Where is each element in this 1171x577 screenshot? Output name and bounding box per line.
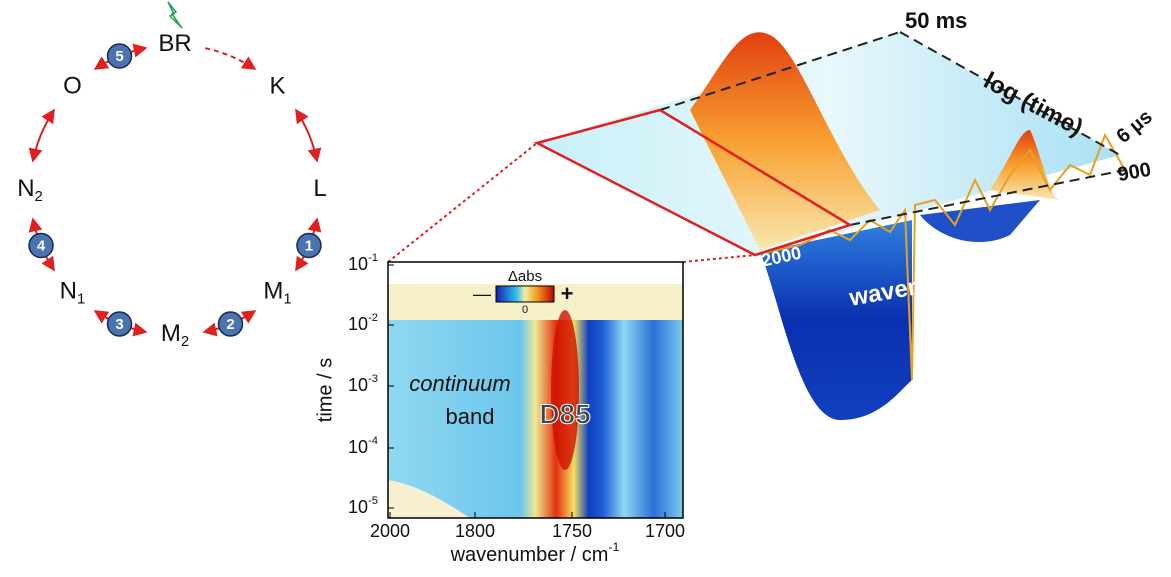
state-label-main: BR [158, 30, 191, 57]
state-label: O [63, 73, 82, 100]
y-tick-label: 10-2 [348, 312, 378, 334]
y-tick-label: 10-1 [348, 252, 378, 274]
surface-trough [920, 200, 1040, 243]
state-label-main: L [313, 175, 326, 202]
y-tick-label-sup: -1 [368, 252, 378, 264]
heatmap-peak [551, 310, 579, 470]
y-tick-label-sup: -4 [368, 435, 378, 447]
step-marker [296, 232, 322, 259]
wavenumber-label: 900 [1116, 159, 1153, 186]
state-label-main: O [63, 73, 82, 100]
x-tick-label: 1700 [645, 521, 685, 541]
y-axis-label: time / s [314, 358, 336, 422]
y-tick-label-sup: -3 [368, 373, 378, 385]
transition-arrow [28, 108, 55, 163]
step-marker [106, 43, 133, 69]
plot-frame [387, 261, 684, 519]
step-number: 2 [226, 316, 234, 333]
state-label-sub: 1 [77, 292, 85, 308]
annotation: band [446, 404, 495, 429]
surface-plot [387, 31, 1126, 420]
state-label-main: M [161, 320, 181, 347]
step-marker [28, 232, 54, 259]
x-tick-label: 1750 [552, 521, 592, 541]
y-tick-label-main: 10 [348, 314, 368, 334]
step-number: 4 [37, 237, 46, 254]
state-label-main: M [263, 278, 283, 305]
colorbar-zero: 0 [522, 304, 528, 316]
y-tick-label-sup: -5 [368, 495, 378, 507]
state-label-main: N [17, 175, 34, 202]
y-tick-label-sup: -2 [368, 312, 378, 324]
time-label: 6 µs [1112, 106, 1156, 148]
step-number: 1 [305, 237, 313, 254]
y-tick-label: 10-5 [348, 495, 378, 517]
state-label: K [270, 73, 286, 100]
state-label: N2 [17, 175, 43, 205]
colorbar-minus: — [473, 284, 491, 304]
x-axis-label-main: wavenumber / cm [450, 544, 609, 566]
x-tick-label: 2000 [370, 521, 410, 541]
step-number: 3 [115, 316, 123, 333]
zoom-line [387, 142, 538, 263]
y-tick-label-main: 10 [348, 375, 368, 395]
state-label: M2 [161, 320, 189, 350]
y-tick-label: 10-3 [348, 373, 378, 395]
surface-trough [760, 220, 912, 420]
transition-arrow [204, 47, 257, 70]
state-label-sub: 2 [35, 189, 43, 205]
time-label: 50 ms [905, 8, 967, 33]
y-tick-label-main: 10 [348, 497, 368, 517]
zoom-region [533, 108, 854, 257]
y-tick-label-main: 10 [348, 254, 368, 274]
annotation: D85 [539, 398, 590, 429]
annotation: continuum [409, 371, 511, 396]
state-label: L [313, 175, 326, 202]
colorbar-plus: + [561, 281, 574, 306]
light-flash [167, 1, 183, 29]
surface-axis-label-sup: -1 [1045, 245, 1061, 263]
step-marker [217, 311, 244, 337]
axis-edge [659, 31, 901, 111]
state-label-main: K [270, 73, 286, 100]
state-label: N1 [60, 278, 86, 308]
state-label-sub: 1 [283, 292, 291, 308]
step-number: 5 [115, 48, 123, 65]
surface-peak [690, 32, 880, 251]
x-axis-label: wavenumber / cm-1 [450, 540, 620, 566]
zoom-line [682, 254, 756, 263]
state-label-main: N [60, 278, 77, 305]
state-label-sub: 2 [181, 334, 189, 350]
y-tick-label-main: 10 [348, 437, 368, 457]
surface-peak [990, 130, 1060, 200]
colorbar [495, 285, 555, 303]
axis-edge [849, 169, 1126, 226]
transition-arrow [295, 108, 322, 163]
step-marker [106, 311, 133, 337]
x-axis-label-sup: -1 [608, 540, 619, 554]
state-label: BR [158, 30, 191, 57]
state-label: M1 [263, 278, 291, 308]
spectrum-trace [754, 132, 1126, 381]
heatmap-corner [388, 480, 470, 518]
inset [387, 261, 684, 519]
heatmap-top [388, 262, 683, 284]
y-tick-label: 10-4 [348, 435, 378, 457]
axis-edge [899, 31, 1121, 156]
x-tick-label: 1800 [455, 521, 495, 541]
colorbar-title: Δabs [508, 268, 542, 285]
